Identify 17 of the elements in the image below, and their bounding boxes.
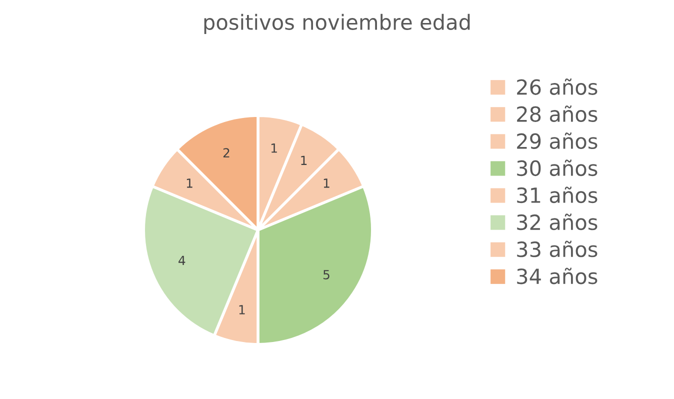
chart-title: positivos noviembre edad xyxy=(204,14,470,34)
legend-label: 34 años xyxy=(517,268,598,284)
data-label: 1 xyxy=(186,178,192,188)
legend-label: 32 años xyxy=(517,214,598,230)
legend-label: 28 años xyxy=(517,106,598,122)
data-label: 2 xyxy=(223,148,230,158)
data-label: 5 xyxy=(323,270,330,280)
data-label: 1 xyxy=(271,144,277,153)
legend-label: 29 años xyxy=(517,132,598,150)
legend-label: 26 años xyxy=(517,78,598,95)
data-label: 1 xyxy=(324,178,330,188)
legend-label: 33 años xyxy=(517,240,598,258)
legend-label: 31 años xyxy=(517,186,598,204)
data-label: 1 xyxy=(301,156,307,165)
data-label: 1 xyxy=(239,305,245,314)
data-label: 4 xyxy=(178,256,186,265)
legend-label: 30 años xyxy=(517,160,598,176)
